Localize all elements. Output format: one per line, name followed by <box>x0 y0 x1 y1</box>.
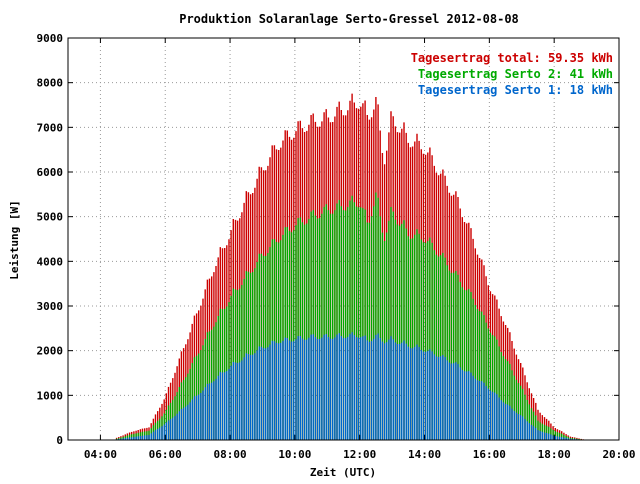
x-tick-label: 20:00 <box>602 448 635 461</box>
y-tick-label: 3000 <box>37 300 64 313</box>
grid <box>68 38 619 440</box>
y-tick-label: 0 <box>56 434 63 447</box>
x-tick-label: 06:00 <box>149 448 182 461</box>
x-tick-label: 16:00 <box>473 448 506 461</box>
plot-frame <box>67 37 620 441</box>
bars <box>115 93 587 440</box>
legend-entry-serto2: Tagesertrag Serto 2: 41 kWh <box>418 67 613 81</box>
x-tick-label: 18:00 <box>538 448 571 461</box>
y-tick-label: 1000 <box>37 389 64 402</box>
legend: Tagesertrag total: 59.35 kWh Tagesertrag … <box>411 51 613 97</box>
y-tick-label: 2000 <box>37 345 64 358</box>
chart-title: Produktion Solaranlage Serto-Gressel 201… <box>179 12 519 26</box>
y-tick-label: 7000 <box>37 121 64 134</box>
y-tick-label: 4000 <box>37 255 64 268</box>
x-axis-label: Zeit (UTC) <box>310 466 376 479</box>
legend-entry-total: Tagesertrag total: 59.35 kWh <box>411 51 613 65</box>
x-tick-label: 12:00 <box>343 448 376 461</box>
axis-ticks: 0 1000 2000 3000 4000 5000 6000 7000 8000 9000 04:… <box>37 32 636 461</box>
y-tick-label: 5000 <box>37 211 64 224</box>
y-tick-label: 9000 <box>37 32 64 45</box>
x-tick-label: 14:00 <box>408 448 441 461</box>
x-tick-label: 10:00 <box>278 448 311 461</box>
y-tick-label: 8000 <box>37 77 64 90</box>
x-tick-label: 08:00 <box>213 448 246 461</box>
y-axis-label: Leistung [W] <box>8 200 21 279</box>
x-tick-label: 04:00 <box>84 448 117 461</box>
legend-entry-serto1: Tagesertrag Serto 1: 18 kWh <box>418 83 613 97</box>
y-tick-label: 6000 <box>37 166 64 179</box>
